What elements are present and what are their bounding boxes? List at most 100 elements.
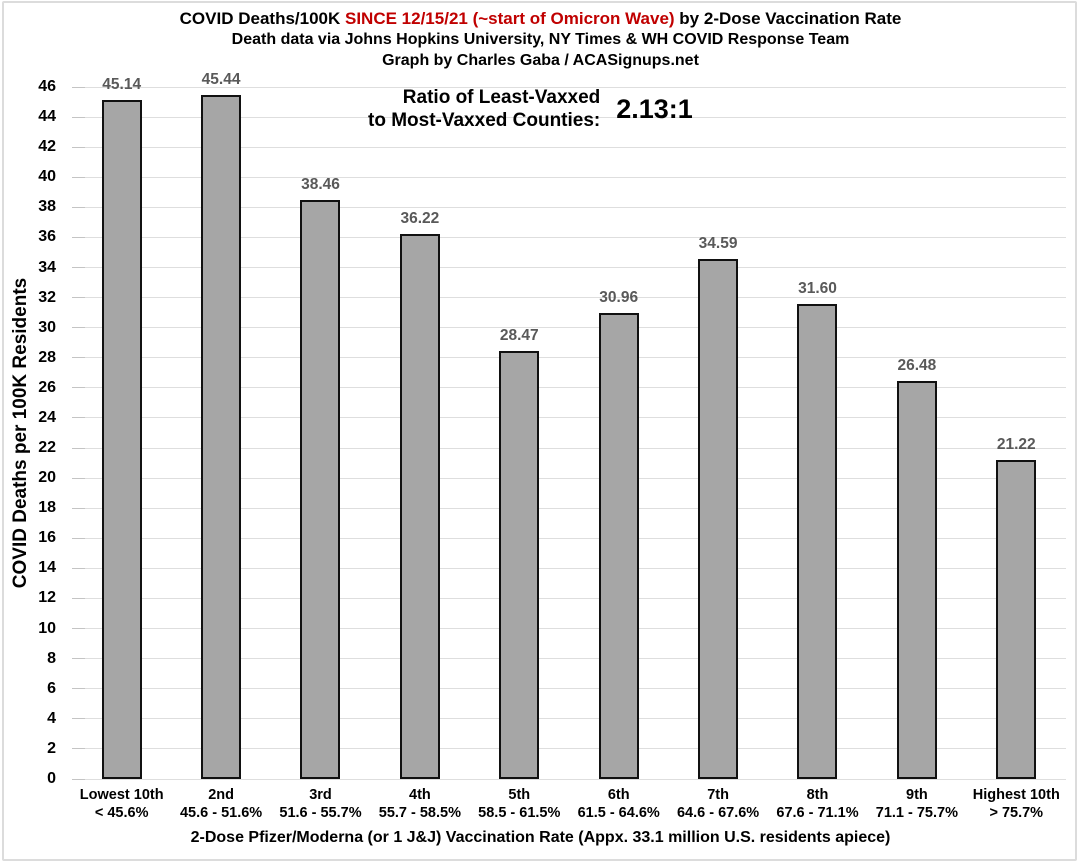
y-axis-tick-2 <box>72 748 85 750</box>
title-line-1-after: by 2-Dose Vaccination Rate <box>674 9 902 28</box>
y-tick-label-16: 16 <box>38 529 56 547</box>
bar-cell-5: 30.96 <box>569 87 668 779</box>
gridline-38 <box>72 206 1066 208</box>
x-category-label-4: 5th 58.5 - 61.5% <box>470 786 569 822</box>
y-axis-tick-34 <box>72 267 85 269</box>
x-category-tier: 3rd <box>309 787 332 803</box>
gridline-8 <box>72 658 1066 660</box>
x-category-range: 45.6 - 51.6% <box>179 805 263 821</box>
gridline-20 <box>72 477 1066 479</box>
y-axis-tick-4 <box>72 718 85 720</box>
x-category-range: 64.6 - 67.6% <box>676 805 760 821</box>
gridline-22 <box>72 447 1066 449</box>
x-category-tier: 4th <box>409 787 431 803</box>
y-tick-label-2: 2 <box>47 739 56 757</box>
y-axis-tick-42 <box>72 146 85 148</box>
y-tick-label-12: 12 <box>38 589 56 607</box>
x-category-tier: 2nd <box>208 787 234 803</box>
y-axis-tick-14 <box>72 567 85 569</box>
bar <box>896 380 937 779</box>
x-category-label-2: 3rd 51.6 - 55.7% <box>271 786 370 822</box>
x-category-range: 61.5 - 64.6% <box>577 805 660 821</box>
x-category-label-0: Lowest 10th < 45.6% <box>72 786 171 822</box>
x-axis-category-labels: Lowest 10th < 45.6% 2nd 45.6 - 51.6% 3rd 51.6… <box>72 786 1066 824</box>
y-axis-tick-46 <box>72 86 85 88</box>
bar <box>598 313 639 779</box>
y-axis-tick-6 <box>72 688 85 690</box>
y-axis-tick-30 <box>72 327 85 329</box>
x-category-tier: Highest 10th <box>972 787 1060 803</box>
bar-cell-1: 45.44 <box>171 71 270 779</box>
x-category-tier: 8th <box>806 787 829 803</box>
y-tick-label-14: 14 <box>38 559 56 577</box>
y-axis-tick-28 <box>72 357 85 359</box>
y-axis-tick-12 <box>72 597 85 599</box>
bar-value-label: 36.22 <box>400 210 440 228</box>
bar <box>499 350 540 779</box>
y-axis-tick-18 <box>72 507 85 509</box>
bar <box>698 258 739 779</box>
gridline-10 <box>72 628 1066 630</box>
y-tick-label-44: 44 <box>38 108 56 126</box>
bar-value-label: 31.60 <box>798 279 837 297</box>
y-axis-tick-38 <box>72 206 85 208</box>
ratio-annotation-label-line-1: Ratio of Least-Vaxxed <box>402 87 601 108</box>
bar-value-label: 28.47 <box>499 326 539 344</box>
ratio-annotation-label: Ratio of Least-Vaxxed to Most-Vaxxed Cou… <box>368 86 600 132</box>
y-axis-tick-32 <box>72 297 85 299</box>
y-tick-label-32: 32 <box>38 288 56 306</box>
gridline-34 <box>72 267 1066 269</box>
gridline-30 <box>72 327 1066 329</box>
bar-cell-7: 31.60 <box>768 87 867 779</box>
bar-value-label: 34.59 <box>698 234 738 252</box>
bar <box>201 95 242 779</box>
y-axis-tick-26 <box>72 387 85 389</box>
gridline-42 <box>72 146 1066 148</box>
chart-title: COVID Deaths/100K SINCE 12/15/21 (~start… <box>0 8 1081 71</box>
bar-cell-9: 21.22 <box>967 87 1066 779</box>
gridline-24 <box>72 417 1066 419</box>
ratio-annotation: Ratio of Least-Vaxxed to Most-Vaxxed Cou… <box>368 86 693 132</box>
x-category-range: 58.5 - 61.5% <box>478 805 561 821</box>
gridline-14 <box>72 567 1066 569</box>
bar-cell-8: 26.48 <box>867 87 966 779</box>
gridline-32 <box>72 297 1066 299</box>
x-category-label-9: Highest 10th > 75.7% <box>967 786 1066 822</box>
x-axis-title: 2-Dose Pfizer/Moderna (or 1 J&J) Vaccina… <box>190 829 891 846</box>
title-line-1: COVID Deaths/100K SINCE 12/15/21 (~start… <box>0 8 1081 29</box>
bar <box>101 99 142 779</box>
bar-value-label: 45.44 <box>201 71 241 89</box>
x-category-tier: 9th <box>906 787 928 803</box>
y-axis-tick-20 <box>72 477 85 479</box>
y-tick-label-8: 8 <box>47 649 56 667</box>
y-axis-tick-16 <box>72 537 85 539</box>
x-category-label-1: 2nd 45.6 - 51.6% <box>171 786 270 822</box>
x-category-range: > 75.7% <box>989 805 1044 821</box>
bar-value-label: 26.48 <box>897 356 937 374</box>
title-line-3: Graph by Charles Gaba / ACASignups.net <box>382 52 699 69</box>
title-line-2: Death data via Johns Hopkins University,… <box>231 31 850 48</box>
gridline-4 <box>72 718 1066 720</box>
y-tick-label-46: 46 <box>38 78 56 95</box>
bar-value-label: 38.46 <box>301 176 340 194</box>
x-category-range: 55.7 - 58.5% <box>378 805 461 821</box>
x-category-range: < 45.6% <box>94 805 149 821</box>
gridline-6 <box>72 688 1066 690</box>
x-category-label-8: 9th 71.1 - 75.7% <box>867 786 966 822</box>
bar-value-label: 21.22 <box>996 435 1036 453</box>
gridline-18 <box>72 507 1066 509</box>
bar <box>399 234 440 779</box>
y-tick-label-42: 42 <box>38 138 56 156</box>
gridline-46 <box>72 86 1066 88</box>
x-category-range: 67.6 - 71.1% <box>776 805 859 821</box>
bar-cell-6: 34.59 <box>668 87 767 779</box>
x-category-range: 51.6 - 55.7% <box>279 805 362 821</box>
plot-area: 45.14 45.44 38.46 36.22 28.47 30.96 34.59 31.60… <box>72 71 1066 780</box>
y-tick-label-22: 22 <box>38 439 56 457</box>
x-category-tier: 6th <box>607 787 630 803</box>
ratio-annotation-label-line-2: to Most-Vaxxed Counties: <box>368 110 601 131</box>
bar-value-label: 45.14 <box>102 75 142 93</box>
y-axis-tick-40 <box>72 176 85 178</box>
bar <box>996 459 1037 779</box>
